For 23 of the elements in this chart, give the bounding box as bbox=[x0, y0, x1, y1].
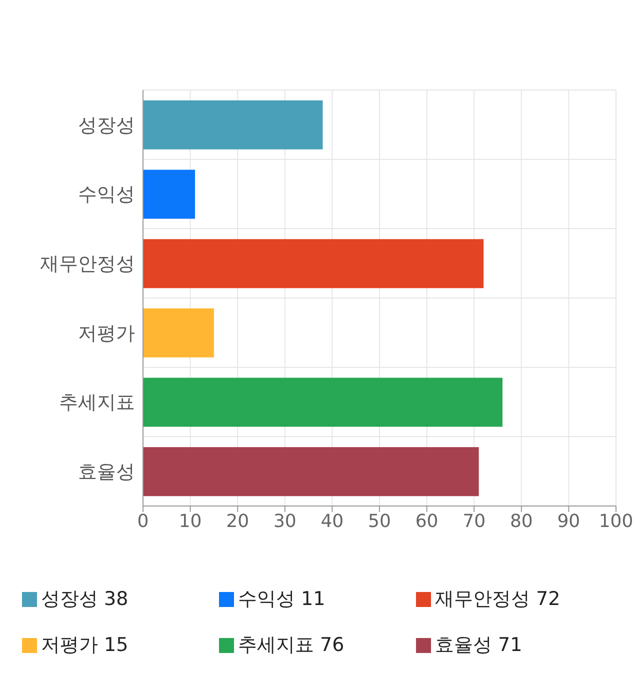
x-tick-label: 20 bbox=[226, 510, 250, 532]
y-tick-label: 재무안정성 bbox=[40, 253, 135, 276]
y-tick-label: 저평가 bbox=[78, 322, 135, 344]
legend-label: 저평가 15 bbox=[41, 633, 130, 658]
x-tick-label: 60 bbox=[415, 510, 438, 532]
y-tick-label: 효율성 bbox=[78, 461, 135, 484]
x-tick-label: 70 bbox=[462, 510, 486, 532]
y-tick-label: 수익성 bbox=[78, 184, 135, 206]
x-tick-label: 50 bbox=[368, 510, 391, 532]
x-tick-label: 10 bbox=[178, 510, 202, 532]
x-tick-label: 40 bbox=[320, 510, 344, 532]
legend-label: 재무안정성 72 bbox=[435, 587, 562, 612]
x-tick-label: 100 bbox=[598, 510, 634, 532]
legend-label: 성장성 38 bbox=[41, 587, 130, 612]
legend-label: 수익성 11 bbox=[238, 587, 326, 612]
y-tick-label: 추세지표 bbox=[59, 392, 135, 414]
x-tick-label: 0 bbox=[137, 510, 149, 532]
x-tick-label: 30 bbox=[273, 510, 296, 532]
x-tick-label: 90 bbox=[557, 510, 580, 532]
y-tick-label: 성장성 bbox=[78, 114, 135, 136]
legend-label: 효율성 71 bbox=[435, 633, 524, 658]
legend-label: 추세지표 76 bbox=[238, 633, 346, 658]
x-tick-label: 80 bbox=[510, 510, 533, 532]
